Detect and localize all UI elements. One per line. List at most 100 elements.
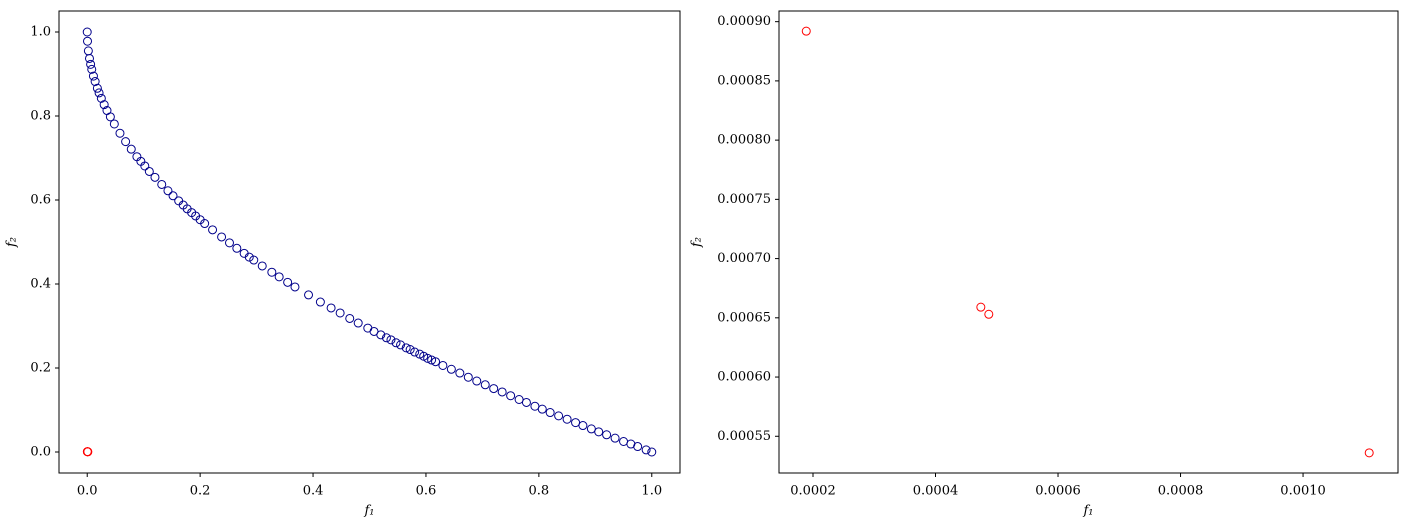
x-axis-label: f₁ bbox=[363, 504, 374, 519]
scatter-point bbox=[86, 59, 96, 69]
scatter-point bbox=[619, 437, 629, 446]
scatter-point bbox=[438, 360, 448, 370]
scatter-point bbox=[92, 83, 102, 93]
scatter-point bbox=[144, 166, 154, 176]
scatter-point bbox=[594, 427, 604, 437]
scatter-point bbox=[497, 387, 507, 397]
scatter-point bbox=[431, 357, 441, 367]
scatter-point bbox=[88, 71, 98, 81]
plot-frame bbox=[58, 10, 681, 474]
x-axis-label: f₁ bbox=[1082, 504, 1093, 519]
y-tick-label: 0.00085 bbox=[717, 73, 771, 88]
y-axis-label: f₂ bbox=[5, 237, 20, 248]
scatter-point bbox=[115, 128, 125, 138]
x-tick-label: 0.4 bbox=[303, 484, 324, 499]
scatter-point bbox=[168, 191, 178, 201]
scatter-point bbox=[602, 430, 612, 440]
scatter-point bbox=[391, 338, 401, 348]
scatter-point bbox=[463, 372, 473, 382]
x-tick-label: 0.0008 bbox=[1158, 484, 1204, 499]
y-tick-label: 0.00060 bbox=[717, 370, 771, 385]
scatter-point bbox=[647, 447, 657, 457]
plot-frame bbox=[778, 10, 1399, 474]
scatter-point bbox=[304, 290, 314, 300]
x-tick-label: 0.0004 bbox=[913, 484, 959, 499]
scatter-point bbox=[514, 395, 524, 404]
scatter-point bbox=[410, 347, 420, 357]
scatter-point bbox=[521, 397, 531, 407]
y-tick-label: 0.00065 bbox=[717, 310, 771, 325]
scatter-point bbox=[554, 411, 564, 421]
x-tick-label: 1.0 bbox=[641, 484, 662, 499]
scatter-point bbox=[345, 313, 355, 323]
scatter-point bbox=[586, 424, 596, 434]
scatter-point bbox=[427, 355, 437, 365]
scatter-point bbox=[99, 100, 109, 110]
scatter-point bbox=[83, 36, 93, 46]
scatter-point bbox=[83, 447, 93, 457]
scatter-point bbox=[274, 272, 284, 282]
scatter-point bbox=[224, 238, 234, 248]
scatter-point bbox=[105, 112, 115, 122]
scatter-point bbox=[405, 345, 415, 355]
scatter-point bbox=[96, 93, 106, 103]
scatter-point bbox=[163, 186, 173, 196]
scatter-point bbox=[530, 401, 540, 411]
scatter-point bbox=[84, 53, 94, 63]
y-tick-label: 0.2 bbox=[30, 361, 51, 376]
scatter-point bbox=[363, 323, 373, 333]
scatter-point bbox=[208, 225, 218, 235]
scatter-point bbox=[244, 252, 254, 262]
scatter-point bbox=[82, 27, 92, 37]
scatter-point bbox=[109, 119, 119, 129]
scatter-point bbox=[217, 232, 227, 242]
scatter-point bbox=[315, 297, 325, 307]
scatter-point bbox=[401, 343, 411, 353]
scatter-point bbox=[976, 302, 986, 312]
scatter-point bbox=[641, 445, 651, 455]
scatter-point bbox=[290, 282, 300, 292]
x-tick-label: 0.2 bbox=[190, 484, 211, 499]
y-tick-label: 0.00090 bbox=[717, 14, 771, 29]
scatter-point bbox=[376, 330, 386, 340]
scatter-point bbox=[1364, 448, 1374, 458]
x-tick-label: 0.0006 bbox=[1035, 484, 1081, 499]
scatter-point bbox=[386, 335, 396, 345]
scatter-point bbox=[472, 376, 482, 386]
y-tick-label: 1.0 bbox=[30, 25, 51, 40]
y-tick-label: 0.8 bbox=[30, 109, 51, 124]
scatter-point bbox=[121, 137, 131, 147]
y-tick-label: 0.00070 bbox=[717, 251, 771, 266]
y-axis-label: f₂ bbox=[690, 237, 705, 248]
scatter-point bbox=[326, 303, 336, 313]
scatter-point bbox=[232, 243, 242, 253]
scatter-point bbox=[446, 364, 456, 374]
y-tick-label: 0.00055 bbox=[717, 429, 771, 444]
scatter-point bbox=[283, 277, 293, 287]
y-tick-label: 0.00075 bbox=[717, 192, 771, 207]
y-tick-label: 0.00080 bbox=[717, 133, 771, 148]
scatter-point bbox=[257, 261, 267, 271]
scatter-point bbox=[126, 144, 136, 154]
scatter-point bbox=[537, 404, 547, 414]
y-tick-label: 0.4 bbox=[30, 277, 51, 292]
scatter-point bbox=[610, 433, 620, 443]
scatter-point bbox=[353, 318, 363, 328]
scatter-point bbox=[801, 26, 811, 36]
scatter-point bbox=[335, 308, 345, 318]
x-tick-label: 0.0002 bbox=[790, 484, 836, 499]
y-tick-label: 0.6 bbox=[30, 193, 51, 208]
scatter-point bbox=[90, 77, 100, 87]
scatter-point bbox=[578, 421, 588, 431]
scatter-point bbox=[984, 309, 994, 319]
scatter-point bbox=[381, 333, 391, 343]
scatter-point bbox=[455, 368, 465, 378]
scatter-point bbox=[249, 255, 259, 265]
scatter-point bbox=[174, 196, 184, 206]
scatter-point bbox=[267, 267, 277, 277]
scatter-point bbox=[396, 340, 406, 350]
scatter-point bbox=[489, 384, 499, 394]
scatter-point bbox=[150, 172, 160, 182]
scatter-point bbox=[87, 64, 97, 74]
